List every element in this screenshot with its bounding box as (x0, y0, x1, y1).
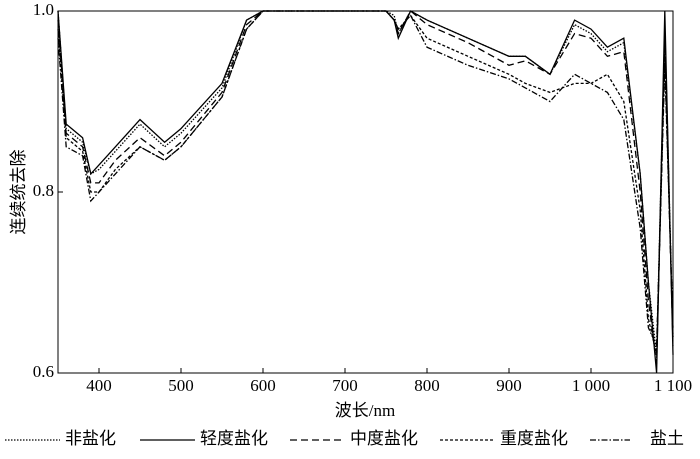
x-tick-label: 400 (86, 376, 112, 395)
legend-label: 重度盐化 (500, 429, 568, 448)
legend: 非盐化 轻度盐化 中度盐化 重度盐化 盐土 (5, 429, 684, 448)
x-tick-label: 500 (168, 376, 194, 395)
plot-frame (57, 10, 674, 374)
y-axis-label: 连续统去除 (9, 150, 28, 235)
legend-label: 盐土 (650, 429, 684, 448)
x-tick-label: 1 100 (654, 376, 692, 395)
series-line (57, 10, 674, 355)
series-line (57, 10, 674, 347)
series-line (57, 9, 674, 364)
y-tick-label: 0.6 (33, 362, 54, 381)
y-tick-label: 1.0 (33, 0, 54, 19)
legend-label: 非盐化 (65, 429, 116, 448)
x-tick-label: 900 (496, 376, 522, 395)
legend-label: 轻度盐化 (200, 429, 268, 448)
x-tick-label: 700 (332, 376, 358, 395)
x-axis-label: 波长/nm (335, 401, 395, 420)
series-line (57, 10, 674, 374)
series-line (57, 10, 674, 356)
x-tick-label: 1 000 (572, 376, 610, 395)
x-tick-label: 600 (250, 376, 276, 395)
x-tick-label: 800 (414, 376, 440, 395)
y-tick-label: 0.8 (33, 181, 54, 200)
legend-label: 中度盐化 (350, 429, 418, 448)
